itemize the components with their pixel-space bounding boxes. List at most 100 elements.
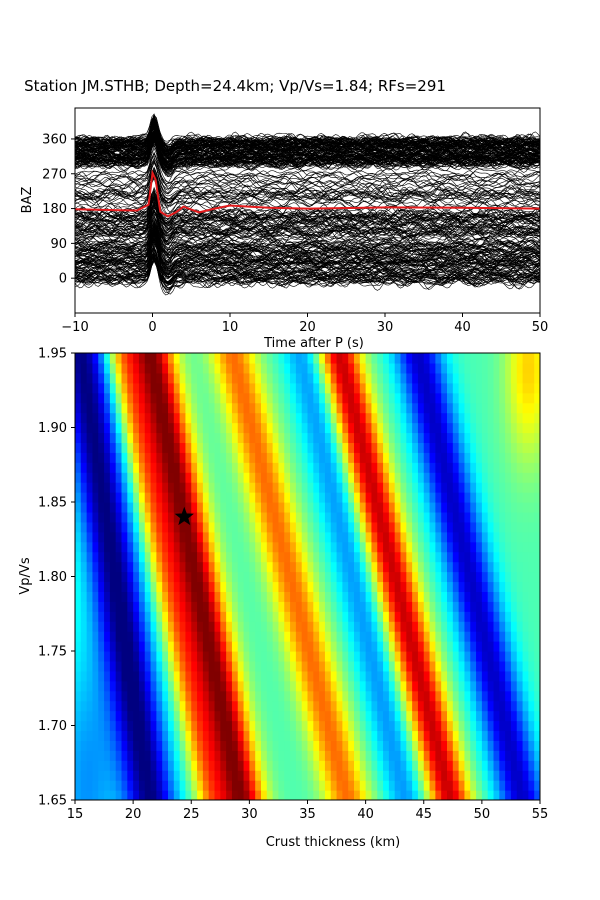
- heatmap-cell: [342, 561, 349, 573]
- heatmap-cell: [516, 730, 524, 741]
- heatmap-cell: [272, 651, 280, 662]
- heatmap-cell: [220, 482, 227, 493]
- heatmap-cell: [319, 631, 326, 642]
- heatmap-cell: [481, 631, 489, 642]
- heatmap-cell: [371, 531, 378, 543]
- heatmap-cell: [447, 551, 454, 563]
- heatmap-cell: [423, 710, 431, 722]
- heatmap-cell: [75, 502, 82, 513]
- heatmap-cell: [441, 581, 448, 592]
- heatmap-cell: [365, 680, 373, 692]
- heatmap-cell: [377, 680, 384, 692]
- heatmap-cell: [98, 790, 105, 800]
- heatmap-cell: [476, 422, 483, 434]
- heatmap-cell: [191, 561, 198, 573]
- heatmap-cell: [354, 362, 361, 374]
- heatmap-cell: [197, 780, 204, 791]
- heatmap-cell: [342, 511, 349, 523]
- heatmap-cell: [505, 541, 512, 553]
- trace-line: [75, 214, 540, 245]
- heatmap-cell: [92, 353, 99, 364]
- heatmap-cell: [127, 680, 134, 692]
- x-tick-label: 35: [299, 807, 316, 822]
- trace-line: [75, 224, 540, 257]
- heatmap-cell: [324, 710, 332, 722]
- heatmap-cell: [156, 730, 163, 741]
- heatmap-cell: [487, 730, 495, 741]
- heatmap-cell: [162, 660, 169, 672]
- heatmap-cell: [295, 372, 303, 384]
- heatmap-cell: [226, 502, 233, 513]
- heatmap-cell: [173, 482, 181, 493]
- heatmap-cell: [109, 382, 117, 394]
- heatmap-cell: [534, 362, 540, 374]
- heatmap-cell: [464, 531, 471, 543]
- heatmap-cell: [138, 482, 146, 493]
- heatmap-cell: [86, 790, 94, 800]
- heatmap-cell: [261, 442, 268, 453]
- heatmap-cell: [290, 362, 297, 374]
- heatmap-cell: [429, 432, 436, 443]
- heatmap-cell: [319, 750, 326, 761]
- heatmap-cell: [412, 531, 419, 543]
- heatmap-cell: [255, 382, 262, 394]
- heatmap-cell: [92, 571, 99, 583]
- heatmap-cell: [348, 482, 355, 493]
- heatmap-cell: [92, 601, 99, 612]
- heatmap-cell: [313, 760, 320, 771]
- heatmap-cell: [208, 700, 216, 712]
- heatmap-cell: [354, 392, 361, 404]
- heatmap-cell: [313, 362, 320, 374]
- heatmap-cell: [255, 730, 262, 741]
- heatmap-cell: [104, 362, 111, 374]
- trace-line: [75, 208, 540, 246]
- heatmap-cell: [92, 502, 99, 513]
- heatmap-cell: [284, 611, 291, 622]
- heatmap-cell: [150, 412, 157, 424]
- trace-line: [75, 130, 540, 157]
- heatmap-cell: [115, 641, 123, 652]
- heatmap-cell: [261, 651, 268, 662]
- heatmap-cell: [295, 392, 303, 404]
- heatmap-cell: [481, 670, 489, 682]
- heatmap-cell: [342, 581, 349, 592]
- heatmap-cell: [528, 382, 535, 394]
- heatmap-cell: [214, 720, 221, 732]
- heatmap-cell: [441, 502, 448, 513]
- heatmap-cell: [324, 720, 332, 732]
- heatmap-cell: [214, 690, 221, 702]
- heatmap-cell: [447, 581, 454, 592]
- heatmap-cell: [406, 442, 413, 453]
- heatmap-cell: [528, 710, 535, 722]
- heatmap-cell: [400, 462, 407, 473]
- heatmap-cell: [487, 492, 495, 503]
- heatmap-cell: [138, 670, 146, 682]
- heatmap-cell: [249, 740, 256, 751]
- heatmap-cell: [528, 432, 535, 443]
- heatmap-cell: [464, 651, 471, 662]
- heatmap-cell: [458, 531, 466, 543]
- heatmap-cell: [359, 472, 367, 483]
- heatmap-cell: [319, 502, 326, 513]
- heatmap-cell: [220, 472, 227, 483]
- heatmap-cell: [365, 710, 373, 722]
- heatmap-cell: [522, 392, 529, 404]
- heatmap-cell: [307, 641, 314, 652]
- heatmap-cell: [168, 631, 175, 642]
- heatmap-cell: [115, 690, 123, 702]
- heatmap-cell: [493, 720, 500, 732]
- heatmap-cell: [261, 581, 268, 592]
- heatmap-cell: [301, 392, 309, 404]
- heatmap-cell: [359, 452, 367, 463]
- heatmap-cell: [383, 452, 390, 463]
- heatmap-cell: [429, 651, 436, 662]
- heatmap-cell: [243, 670, 250, 682]
- heatmap-cell: [429, 700, 436, 712]
- heatmap-cell: [295, 710, 303, 722]
- heatmap-cell: [336, 651, 343, 662]
- heatmap-cell: [144, 750, 152, 761]
- heatmap-cell: [458, 402, 466, 414]
- heatmap-cell: [441, 462, 448, 473]
- heatmap-cell: [261, 362, 268, 374]
- heatmap-cell: [412, 651, 419, 662]
